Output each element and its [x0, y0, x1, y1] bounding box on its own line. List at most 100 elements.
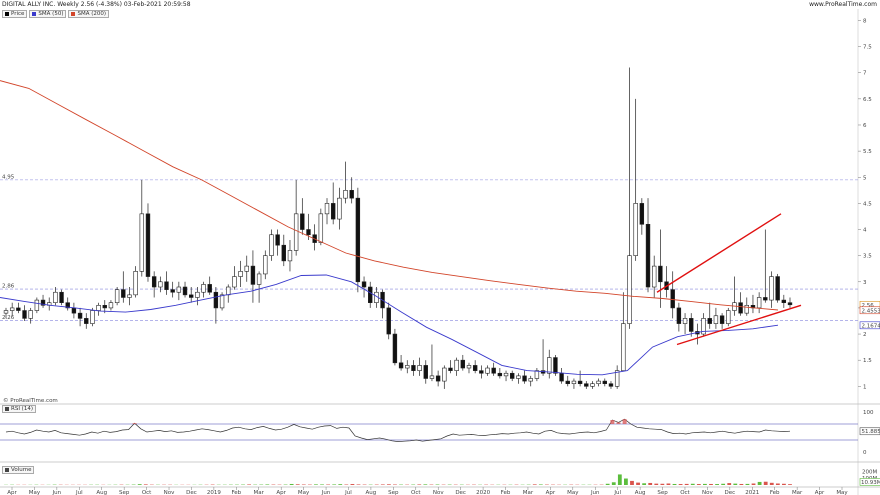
volume-bar [338, 484, 343, 485]
candle-down [448, 367, 453, 371]
volume-bar [605, 483, 610, 485]
sma50-line [0, 274, 779, 376]
volume-bar [757, 481, 762, 485]
candle-up [756, 297, 762, 309]
candle-up [528, 378, 533, 382]
volume-bar [672, 483, 677, 485]
candle-up [256, 273, 262, 285]
y-tick-label: 8 [863, 18, 867, 24]
candle-down [361, 281, 367, 288]
legend: Price SMA (50) SMA (200) [2, 10, 110, 18]
volume-bar [314, 484, 318, 485]
legend-item-sma200[interactable]: SMA (200) [68, 10, 110, 18]
candle-down [275, 234, 280, 246]
volume-bar [684, 483, 689, 485]
candle-down [164, 281, 169, 290]
x-tick-label: Sep [119, 490, 130, 495]
y-tick-label: 1 [863, 384, 867, 390]
candle-up [3, 310, 9, 314]
volume-bar [763, 481, 768, 485]
candle-down [645, 223, 651, 288]
x-tick-label: Dec [455, 490, 466, 495]
x-tick-label: Nov [164, 490, 175, 495]
volume-bar [289, 483, 294, 485]
candle-down [330, 203, 336, 220]
candle-up [139, 213, 145, 272]
volume-bar [265, 484, 270, 485]
x-tick-label: Aug [366, 490, 377, 495]
watermark: © ProRealTime.com [3, 398, 58, 404]
volume-bar [721, 483, 726, 485]
x-tick-label: May [567, 490, 579, 495]
candle-down [170, 289, 175, 293]
candle-up [244, 265, 249, 272]
candle-down [738, 302, 743, 314]
legend-label-price: Price [11, 11, 25, 17]
volume-bar [727, 483, 732, 485]
volume-label-text: Volume [11, 467, 32, 473]
x-tick-label: Feb [770, 490, 780, 495]
x-tick-label: May [836, 490, 848, 495]
candle-up [534, 370, 540, 379]
candle-up [590, 383, 595, 387]
candle-up [726, 310, 731, 324]
candle-up [287, 250, 293, 262]
rsi-overbought-fill [616, 422, 621, 424]
candle-up [201, 284, 206, 293]
candle-up [269, 234, 274, 256]
candle-down [472, 365, 478, 371]
candle-down [355, 197, 361, 283]
legend-item-sma50[interactable]: SMA (50) [29, 10, 67, 18]
rsi-overbought-fill [132, 423, 137, 424]
volume-bar [666, 483, 671, 485]
volume-bar [775, 483, 780, 485]
candle-down [584, 383, 589, 387]
volume-panel-label[interactable]: Volume [2, 466, 35, 474]
volume-bar [782, 483, 786, 485]
volume-bar [617, 474, 622, 485]
candle-down [65, 302, 70, 309]
candle-up [744, 305, 749, 314]
candle-down [207, 284, 212, 293]
rsi-overbought-fill [610, 420, 615, 424]
rsi-badge-label: 51.885 [862, 429, 880, 435]
x-tick-label: 2021 [745, 490, 759, 495]
rsi-line [5, 418, 791, 442]
legend-swatch-price [5, 12, 9, 16]
price-badge [859, 306, 880, 315]
price-badge [859, 321, 880, 330]
candle-down [84, 318, 89, 324]
x-tick-label: 2019 [207, 490, 221, 495]
legend-swatch-sma200 [71, 12, 76, 16]
volume-bar [709, 483, 713, 485]
candle-up [293, 213, 299, 251]
candle-down [491, 367, 496, 374]
level-label: 2.26 [2, 315, 15, 321]
x-tick-label: Jun [321, 490, 331, 495]
volume-bar [350, 484, 355, 485]
legend-item-price[interactable]: Price [2, 10, 28, 18]
candle-up [263, 255, 268, 275]
candle-up [195, 291, 200, 298]
candle-up [28, 310, 33, 319]
x-tick-label: Mar [254, 490, 265, 495]
rsi-panel-label[interactable]: RSI (14) [2, 405, 36, 413]
x-tick-label: Apr [276, 490, 286, 495]
y-tick-label: 7 [863, 71, 867, 77]
candle-up [318, 213, 324, 243]
volume-bar [611, 482, 616, 485]
candle-up [454, 359, 459, 371]
x-tick-label: Mar [792, 490, 803, 495]
candle-down [250, 265, 256, 285]
site-link[interactable]: www.ProRealTime.com [809, 1, 877, 8]
candle-up [219, 294, 225, 309]
candle-up [769, 276, 774, 301]
volume-bar [386, 484, 391, 485]
candle-up [405, 365, 410, 369]
volume-bar [247, 484, 251, 485]
candle-up [127, 294, 132, 298]
x-tick-label: Dec [725, 490, 736, 495]
x-tick-label: Jul [613, 490, 621, 495]
candle-up [324, 203, 330, 215]
